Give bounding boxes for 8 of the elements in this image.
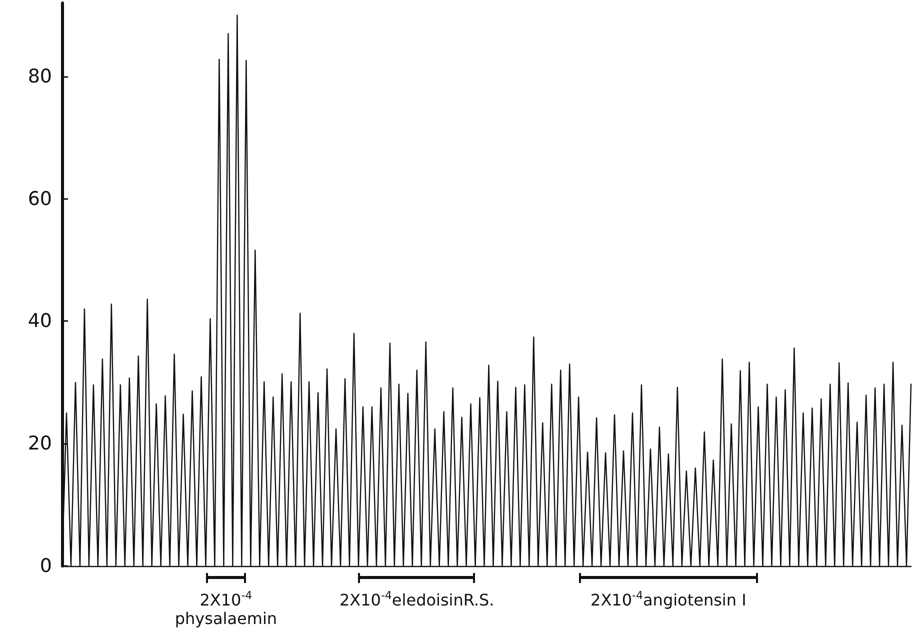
text: 2X10$^{-4}$ physalaemin	[174, 588, 278, 628]
y-tick-label: 0	[40, 555, 52, 577]
y-tick-label: 80	[28, 65, 52, 88]
y-tick-label: 40	[28, 310, 52, 332]
y-tick-label: 20	[28, 432, 52, 455]
text: 2X10$^{-4}$eledoisinR.S.	[339, 588, 494, 610]
y-tick-label: 60	[28, 188, 52, 210]
text: 2X10$^{-4}$angiotensin I	[590, 588, 746, 610]
